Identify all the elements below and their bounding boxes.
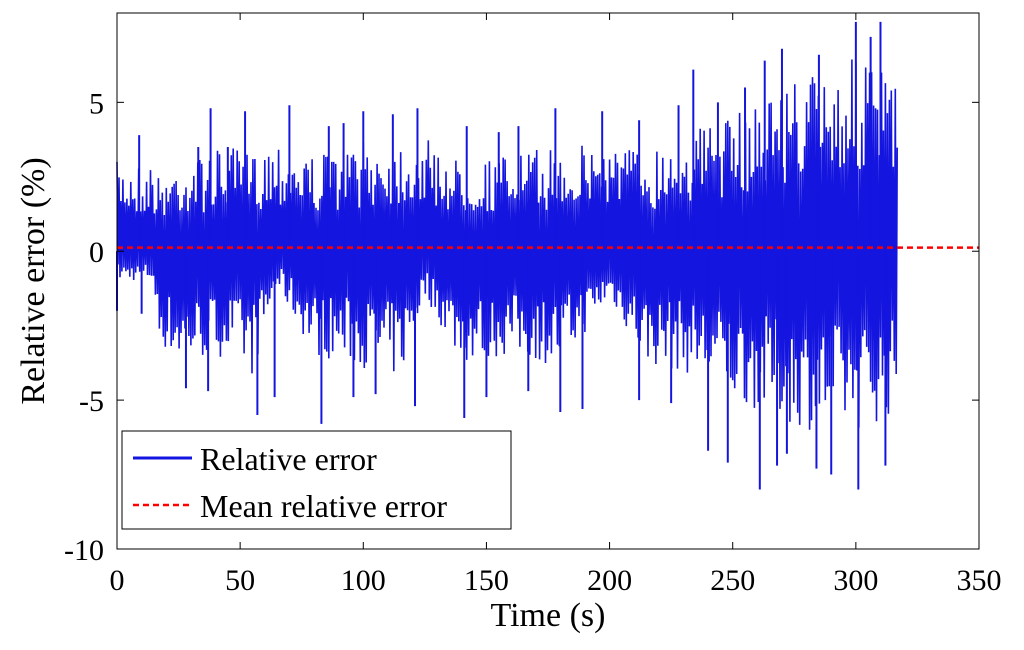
x-tick-label: 200 bbox=[587, 564, 632, 597]
y-axis-title: Relative error (%) bbox=[15, 157, 52, 404]
x-tick-label: 350 bbox=[957, 564, 1002, 597]
x-tick-label: 0 bbox=[110, 564, 125, 597]
legend-label-mean-relative-error: Mean relative error bbox=[200, 488, 447, 524]
x-tick-label: 50 bbox=[225, 564, 255, 597]
y-tick-label: -5 bbox=[79, 385, 104, 418]
y-tick-label: -10 bbox=[64, 534, 104, 567]
x-axis-title: Time (s) bbox=[491, 597, 606, 634]
x-tick-label: 250 bbox=[710, 564, 755, 597]
legend: Relative error Mean relative error bbox=[121, 430, 512, 530]
relative-error-line bbox=[116, 59, 898, 430]
series-layer bbox=[116, 21, 979, 490]
x-tick-label: 150 bbox=[464, 564, 509, 597]
x-tick-label: 100 bbox=[341, 564, 386, 597]
y-tick-label: 5 bbox=[89, 87, 104, 120]
x-tick-label: 300 bbox=[833, 564, 878, 597]
y-tick-label: 0 bbox=[89, 236, 104, 269]
legend-label-relative-error: Relative error bbox=[200, 441, 377, 477]
tick-layer: 0 50 100 150 200 250 300 350 -10 -5 0 5 bbox=[64, 13, 1002, 597]
plot-frame bbox=[116, 12, 980, 550]
legend-box bbox=[121, 430, 512, 530]
